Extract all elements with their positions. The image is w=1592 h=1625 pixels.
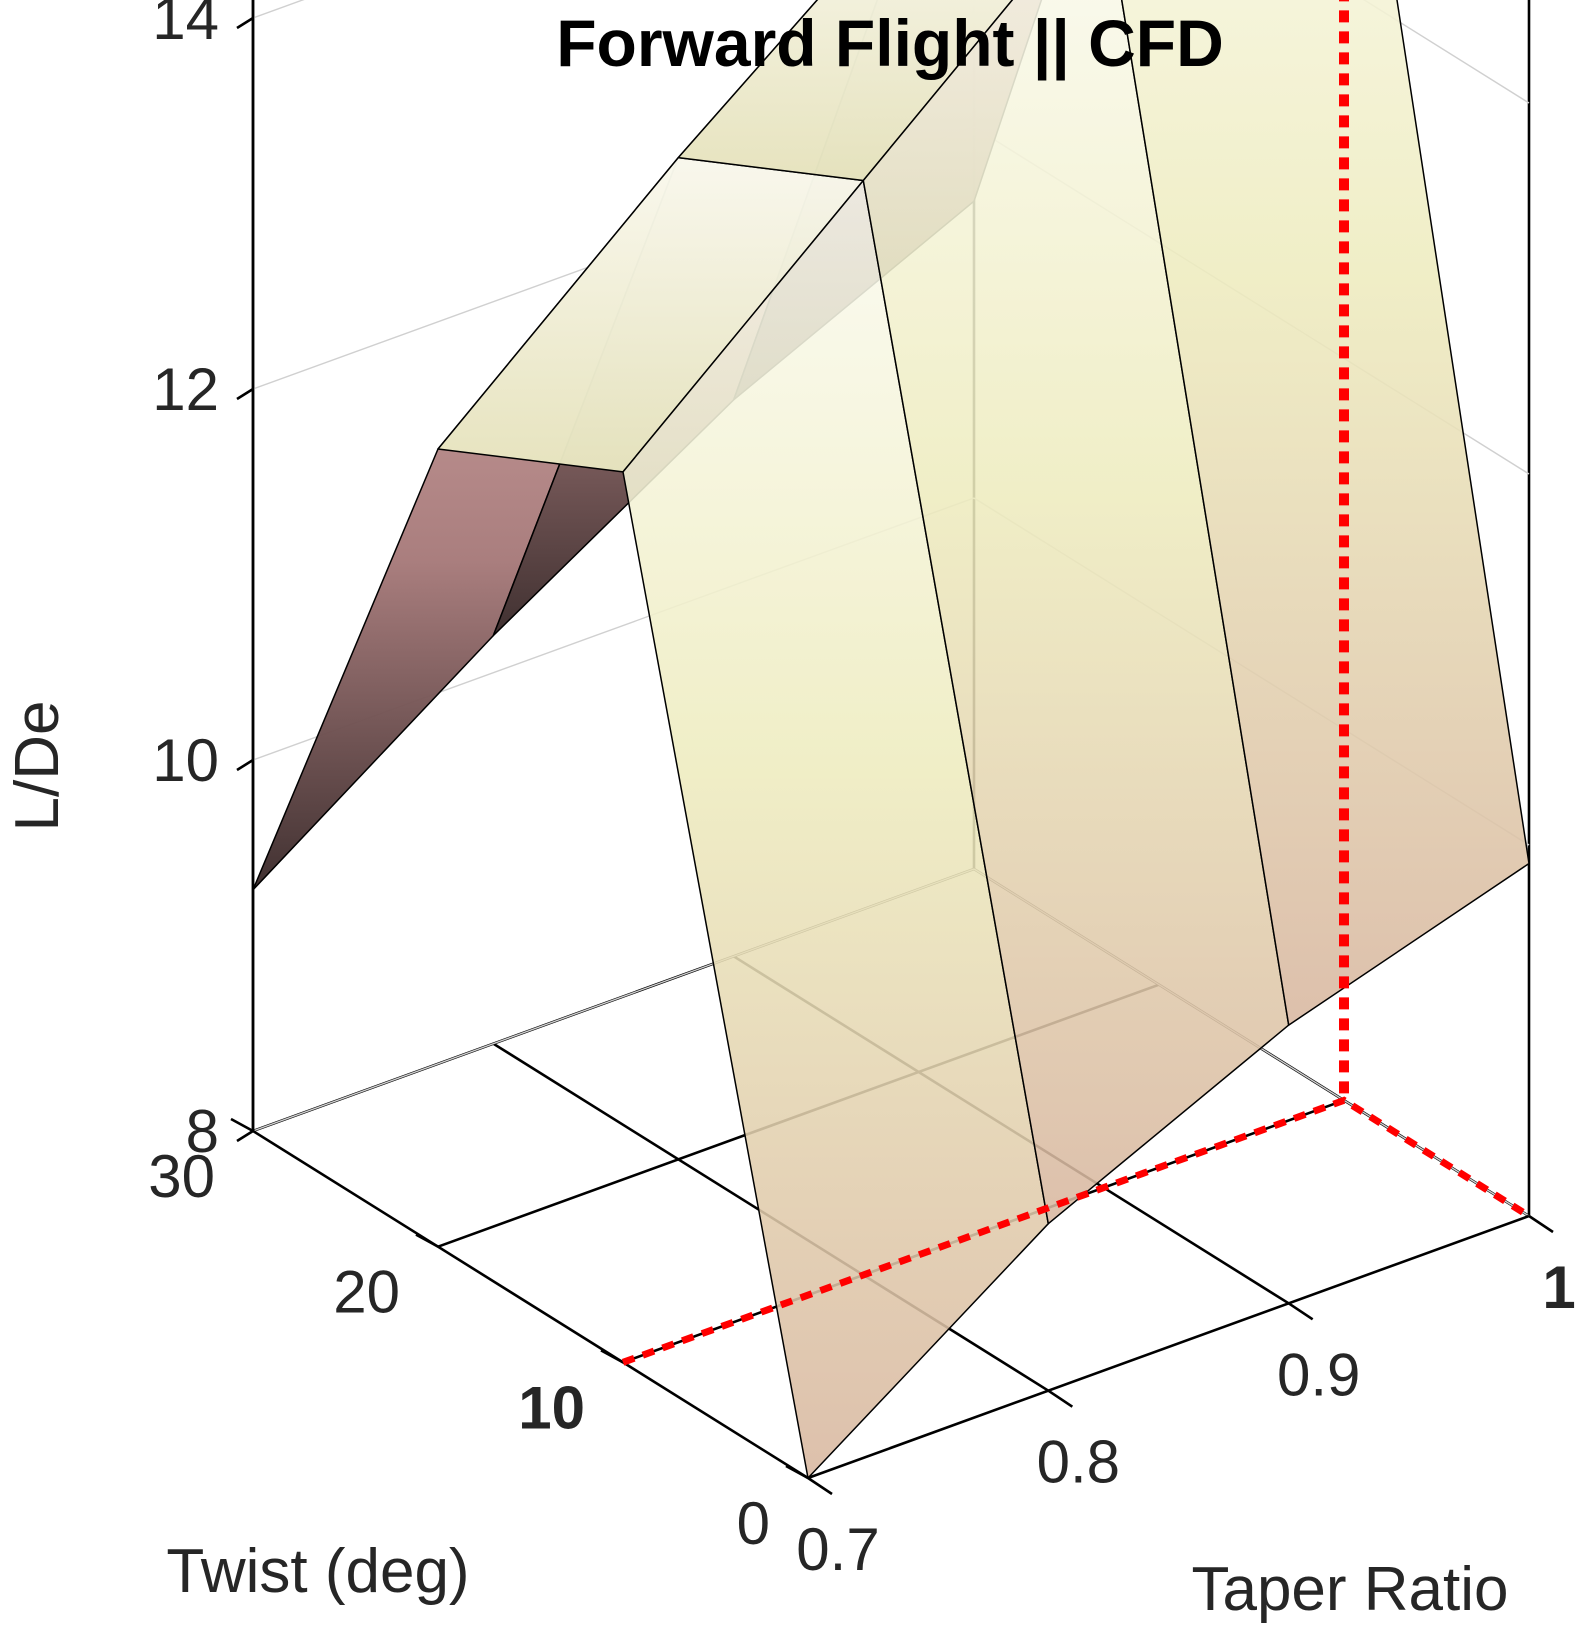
z-tick-label: 8 bbox=[186, 1098, 219, 1165]
z-tick-mark bbox=[236, 1129, 254, 1143]
surface-patch bbox=[677, 0, 1014, 182]
x-tick-label: 1 bbox=[1542, 1254, 1575, 1321]
y-tick-mark bbox=[415, 1233, 439, 1248]
z-axis-label: L/De bbox=[3, 701, 72, 832]
x-tick-mark bbox=[1047, 1389, 1074, 1408]
x-tick-mark bbox=[807, 1476, 833, 1496]
y-tick-mark bbox=[600, 1349, 624, 1364]
x-tick-label: 0.8 bbox=[1037, 1429, 1120, 1496]
chart-title: Forward Flight || CFD bbox=[556, 6, 1224, 82]
label-layer: Forward Flight || CFD L/De Twist (deg) T… bbox=[3, 0, 1576, 1624]
optimum-marker-layer bbox=[621, 0, 1531, 1366]
x-tick-label: 0.9 bbox=[1277, 1341, 1360, 1408]
surface-layer bbox=[252, 0, 1530, 1479]
z-tick-label: 12 bbox=[152, 356, 219, 423]
y-axis-label: Twist (deg) bbox=[166, 1537, 469, 1606]
x-tick-mark bbox=[1287, 1302, 1314, 1321]
right-wall-grid-z bbox=[1362, 0, 1530, 104]
y-tick-mark bbox=[230, 1117, 254, 1133]
y-tick-label: 30 bbox=[148, 1143, 215, 1210]
surface-patch bbox=[1120, 0, 1530, 1026]
front-floor-edge-x bbox=[807, 1214, 1530, 1480]
surface-patch bbox=[862, 0, 1290, 1225]
front-floor-edge-y bbox=[252, 1129, 809, 1480]
optimum-floor-projection bbox=[621, 1096, 1531, 1366]
y-tick-label: 20 bbox=[333, 1259, 400, 1326]
x-tick-mark bbox=[1528, 1214, 1554, 1234]
y-tick-mark bbox=[785, 1464, 809, 1480]
z-tick-label: 14 bbox=[152, 0, 219, 52]
z-tick-label: 10 bbox=[152, 727, 219, 794]
y-tick-label: 0 bbox=[737, 1490, 770, 1557]
y-tick-label: 10 bbox=[518, 1374, 585, 1441]
x-tick-label: 0.7 bbox=[796, 1516, 879, 1583]
z-tick-mark bbox=[236, 387, 254, 401]
x-axis-label: Taper Ratio bbox=[1191, 1555, 1508, 1624]
z-tick-mark bbox=[236, 758, 254, 772]
z-tick-mark bbox=[236, 16, 254, 30]
front-box-layer bbox=[230, 0, 1554, 1496]
